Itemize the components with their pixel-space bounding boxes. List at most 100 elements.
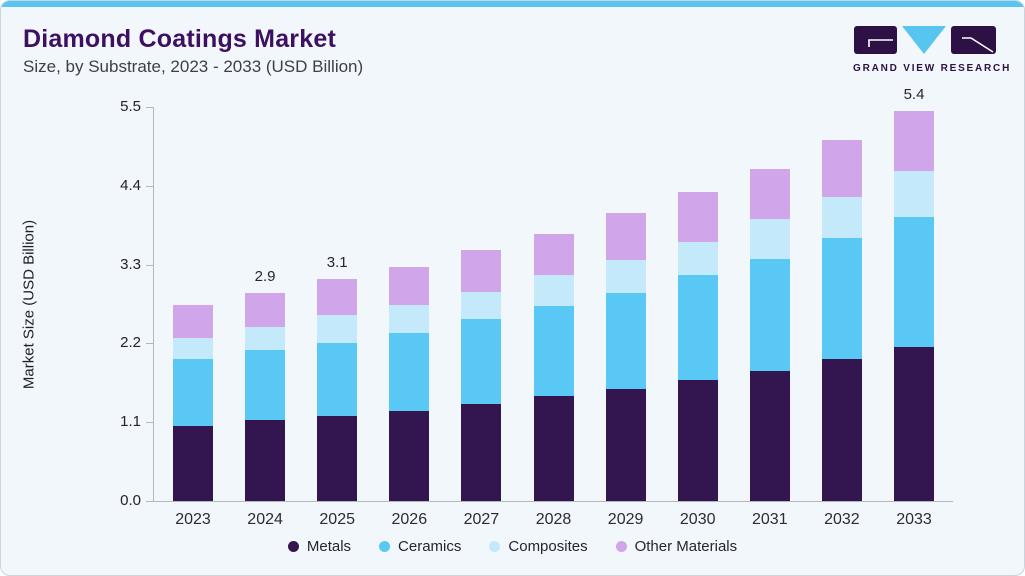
bar-segment-2028-composites [533,275,574,307]
legend-label-metals: Metals [306,538,352,555]
legend-item-metals: Metals [287,538,352,555]
legend-item-ceramics: Ceramics [379,538,461,555]
x-axis-line [153,501,953,502]
legend-dot-metals [287,541,299,552]
legend-item-other-materials: Other Materials [615,538,738,555]
page-title: Diamond Coatings Market [23,25,336,53]
legend-label-composites: Composites [508,538,588,555]
x-axis-label-2023: 2023 [175,511,211,528]
bar-segment-2024-ceramics [245,349,286,421]
y-axis-tick-label: 4.4 [120,176,141,194]
chart-header: Diamond Coatings Market Size, by Substra… [23,25,363,77]
bar-segment-2030-metals [677,379,718,501]
bar-2024 [245,293,286,501]
x-axis-label-2025: 2025 [319,511,355,528]
gvr-logo-g-glyph [868,39,893,47]
bar-2023 [173,304,213,501]
bar-segment-2030-ceramics [677,275,718,380]
bar-segment-2032-composites [821,197,862,239]
bar-segment-2033-ceramics [894,216,934,347]
y-axis-tick-mark [146,264,153,266]
bar-segment-2030-composites [677,241,718,276]
bar-2033 [894,111,934,501]
bar-segment-2028-metals [533,396,574,501]
legend-label-other-materials: Other Materials [634,538,738,555]
bar-segment-2029-metals [605,389,646,501]
bar-segment-2024-metals [245,420,286,501]
bar-segment-2028-other-materials [533,233,574,276]
bar-segment-2024-other-materials [245,293,286,327]
logo-wordmark: GRAND VIEW RESEARCH [853,63,1012,74]
x-axis-label-2032: 2032 [824,511,860,528]
y-axis-tick-mark [146,107,153,108]
bar-2025 [317,278,358,501]
bar-segment-2024-composites [245,326,286,350]
bar-segment-2029-composites [605,260,646,293]
y-axis-tick-label: 1.1 [120,413,141,431]
bar-segment-2033-metals [894,346,934,501]
bar-2031 [749,169,790,501]
bar-segment-2027-composites [461,291,502,320]
bar-segment-2028-ceramics [533,306,574,397]
grand-view-research-logo: GRAND VIEW RESEARCH [853,26,1012,74]
bar-segment-2032-ceramics [821,238,862,360]
x-axis-label-2033: 2033 [896,511,932,528]
bar-segment-2026-metals [389,410,430,501]
bar-segment-2032-other-materials [821,139,862,198]
bar-segment-2029-other-materials [605,213,646,261]
y-axis-tick-label: 3.3 [120,255,141,273]
bar-segment-2027-other-materials [461,250,502,292]
bar-segment-2029-ceramics [605,292,646,390]
bar-segment-2023-composites [173,337,213,360]
legend-label-ceramics: Ceramics [398,538,462,555]
y-axis-tick-mark [146,343,153,345]
bar-value-label-2033: 5.4 [903,86,925,104]
bar-segment-2023-metals [173,425,213,501]
bar-segment-2033-composites [894,171,934,217]
gvr-logo-v-triangle [902,26,946,54]
bar-segment-2023-ceramics [173,359,213,426]
bar-segment-2027-metals [461,403,502,501]
legend-dot-ceramics [379,541,391,552]
bar-segment-2031-ceramics [749,258,790,372]
bar-segment-2031-other-materials [749,169,790,220]
bar-2027 [461,250,502,501]
bar-segment-2025-composites [317,315,358,343]
legend-item-composites: Composites [489,538,588,555]
x-axis-label-2031: 2031 [752,511,788,528]
bar-value-label-2024: 2.9 [254,268,276,286]
y-axis-tick-mark [146,501,153,502]
x-axis-label-2027: 2027 [463,511,500,528]
bar-segment-2033-other-materials [894,111,934,172]
page-subtitle: Size, by Substrate, 2023 - 2033 (USD Bil… [23,57,364,76]
bar-segment-2026-other-materials [389,266,430,305]
y-axis-title: Market Size (USD Billion) [20,219,38,390]
y-axis-line [153,107,154,501]
bar-2030 [677,192,718,501]
x-axis-label-2030: 2030 [679,511,716,528]
bar-2029 [605,213,646,501]
bar-segment-2023-other-materials [173,304,213,338]
bar-segment-2026-ceramics [389,332,430,411]
x-axis-label-2029: 2029 [607,511,644,528]
x-axis-label-2028: 2028 [535,511,572,528]
bar-value-label-2025: 3.1 [326,253,348,271]
chart-legend: Metals Ceramics Composites Other Materials [1,538,1024,555]
bar-2026 [389,266,430,501]
gvr-logo-r-glyph [962,37,994,53]
bar-segment-2025-metals [317,415,358,501]
y-axis-tick-label: 5.5 [120,98,141,115]
bar-2028 [533,233,574,501]
x-axis-label-2024: 2024 [247,511,283,528]
legend-dot-other-materials [615,541,627,552]
bar-segment-2031-composites [749,219,790,259]
bar-segment-2031-metals [749,371,790,501]
bar-segment-2026-composites [389,304,430,333]
bar-2032 [821,139,862,501]
bar-segment-2025-other-materials [317,278,358,316]
top-accent-bar [1,1,1024,7]
legend-dot-composites [489,541,501,552]
bar-segment-2027-ceramics [461,319,502,404]
